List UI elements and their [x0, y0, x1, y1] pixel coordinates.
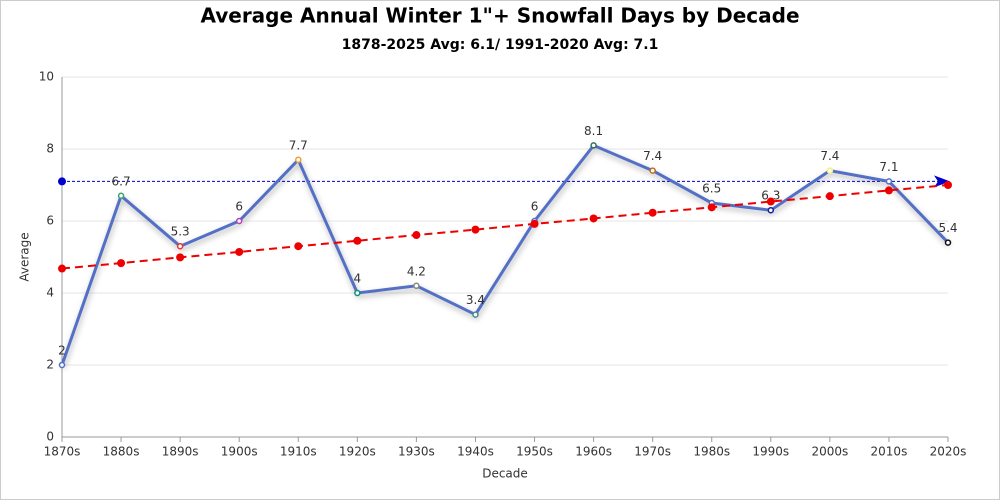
- chart-subtitle: 1878-2025 Avg: 6.1/ 1991-2020 Avg: 7.1: [342, 37, 659, 53]
- trend-point: [353, 236, 362, 245]
- y-tick-label: 4: [46, 286, 54, 300]
- x-tick-label: 1910s: [280, 445, 317, 459]
- trend-point: [412, 231, 421, 240]
- data-label: 6.5: [702, 182, 721, 196]
- x-tick-label: 1990s: [752, 445, 789, 459]
- data-label: 4.2: [407, 264, 426, 278]
- x-tick-label: 2010s: [871, 445, 908, 459]
- data-line: [60, 143, 950, 366]
- data-label: 7.4: [643, 149, 662, 163]
- data-point: [117, 192, 125, 200]
- data-label: 4: [354, 272, 362, 286]
- data-point: [649, 167, 656, 174]
- trend-point: [944, 181, 952, 189]
- trend-point: [589, 214, 598, 223]
- trend-point: [884, 186, 893, 195]
- x-tick-label: 1980s: [693, 445, 730, 459]
- trend-point: [294, 242, 303, 251]
- data-label: 6.3: [761, 189, 780, 203]
- trend-point: [766, 197, 775, 206]
- trend-point: [825, 192, 834, 201]
- reference-arrow: [934, 175, 950, 188]
- reference-start: [58, 177, 66, 186]
- x-tick-label: 1970s: [634, 445, 671, 459]
- data-point: [590, 142, 597, 149]
- x-tick-label: 1930s: [398, 445, 435, 459]
- x-tick-label: 1950s: [516, 445, 553, 459]
- x-tick-label: 2020s: [930, 445, 967, 459]
- trend-point: [707, 203, 716, 212]
- trend-line: [61, 184, 949, 270]
- y-tick-label: 0: [46, 430, 54, 444]
- data-label: 6.7: [112, 174, 131, 188]
- data-label: 5.4: [938, 221, 957, 235]
- data-label: 6: [531, 200, 539, 214]
- data-label: 7.7: [289, 138, 308, 152]
- trend-point: [530, 219, 539, 228]
- data-point: [944, 239, 952, 246]
- x-tick-label: 1940s: [457, 445, 494, 459]
- trend-point: [176, 253, 185, 262]
- data-label: 5.3: [171, 225, 190, 239]
- data-point: [176, 242, 184, 250]
- data-point: [235, 217, 243, 225]
- data-point: [354, 289, 361, 297]
- y-tick-label: 2: [46, 358, 54, 372]
- data-point: [58, 361, 66, 369]
- x-tick-label: 2000s: [811, 445, 848, 459]
- data-label: 7.1: [879, 160, 898, 174]
- data-point: [413, 282, 420, 290]
- y-tick-label: 8: [46, 142, 54, 156]
- x-axis-label: Decade: [482, 467, 528, 481]
- data-point: [295, 156, 302, 164]
- trend-point: [471, 225, 480, 234]
- data-point: [767, 206, 775, 214]
- x-tick-label: 1870s: [44, 445, 81, 459]
- data-label: 2: [58, 344, 66, 358]
- trend-point: [117, 259, 126, 268]
- y-tick-label: 6: [46, 214, 54, 228]
- data-point: [472, 311, 479, 318]
- data-label: 3.4: [466, 293, 485, 307]
- y-tick-label: 10: [39, 70, 54, 84]
- x-tick-label: 1890s: [162, 445, 199, 459]
- x-tick-label: 1960s: [575, 445, 612, 459]
- data-label: 6: [235, 200, 243, 214]
- data-point: [885, 178, 893, 185]
- trend-point: [58, 264, 66, 273]
- data-label: 8.1: [584, 124, 603, 138]
- x-tick-label: 1880s: [103, 445, 140, 459]
- y-axis-label: Average: [18, 232, 32, 281]
- trend-point: [648, 208, 657, 217]
- trend-point: [235, 247, 244, 256]
- data-point: [826, 167, 834, 174]
- x-tick-label: 1920s: [339, 445, 376, 459]
- data-label: 7.4: [820, 149, 839, 163]
- chart-title: Average Annual Winter 1"+ Snowfall Days …: [200, 4, 799, 28]
- x-tick-label: 1900s: [221, 445, 258, 459]
